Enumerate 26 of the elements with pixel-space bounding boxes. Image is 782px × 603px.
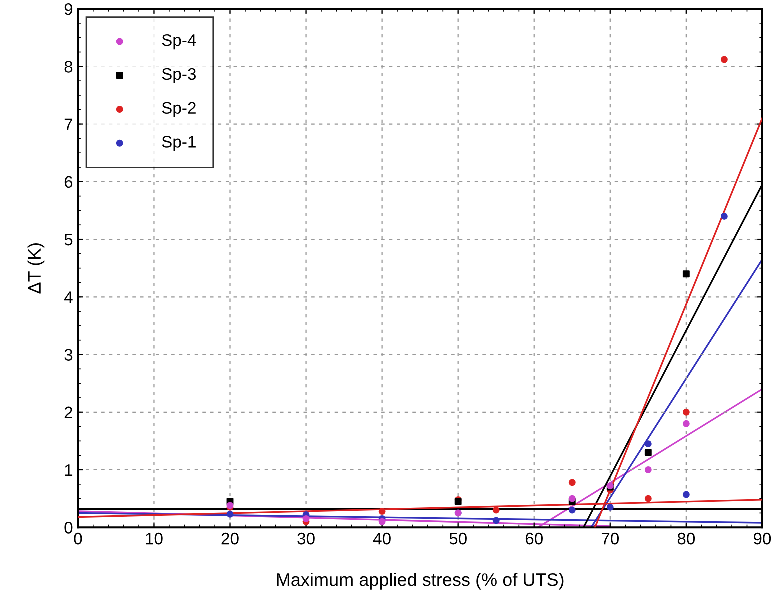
x-tick-label: 50 xyxy=(450,532,467,545)
x-tick-label: 10 xyxy=(146,532,163,545)
y-tick-label: 6 xyxy=(64,176,73,188)
x-axis-title: Maximum applied stress (% of UTS) xyxy=(277,573,564,590)
y-tick-label: 2 xyxy=(64,406,73,418)
y-tick-label: 9 xyxy=(64,3,73,16)
y-tick-label: 7 xyxy=(64,118,73,130)
legend-label: Sp-2 xyxy=(162,102,196,118)
legend-label: Sp-1 xyxy=(162,136,196,152)
y-tick-label: 8 xyxy=(64,61,73,73)
y-tick-label: 0 xyxy=(64,522,73,534)
y-tick-label: 5 xyxy=(64,234,73,246)
y-tick-label: 3 xyxy=(64,349,73,361)
y-axis-title: ΔT (K) xyxy=(28,244,45,294)
x-tick-label: 0 xyxy=(74,532,82,545)
x-tick-label: 60 xyxy=(526,532,543,545)
legend-label: Sp-3 xyxy=(162,68,196,84)
x-tick-label: 30 xyxy=(298,532,315,545)
x-tick-label: 40 xyxy=(373,532,391,545)
y-tick-label: 1 xyxy=(65,464,73,476)
legend-label: Sp-4 xyxy=(162,34,196,50)
x-tick-label: 90 xyxy=(754,532,772,545)
x-tick-label: 20 xyxy=(222,532,239,545)
x-tick-label: 80 xyxy=(678,532,696,545)
x-tick-label: 70 xyxy=(602,532,620,545)
y-tick-label: 4 xyxy=(64,292,73,304)
